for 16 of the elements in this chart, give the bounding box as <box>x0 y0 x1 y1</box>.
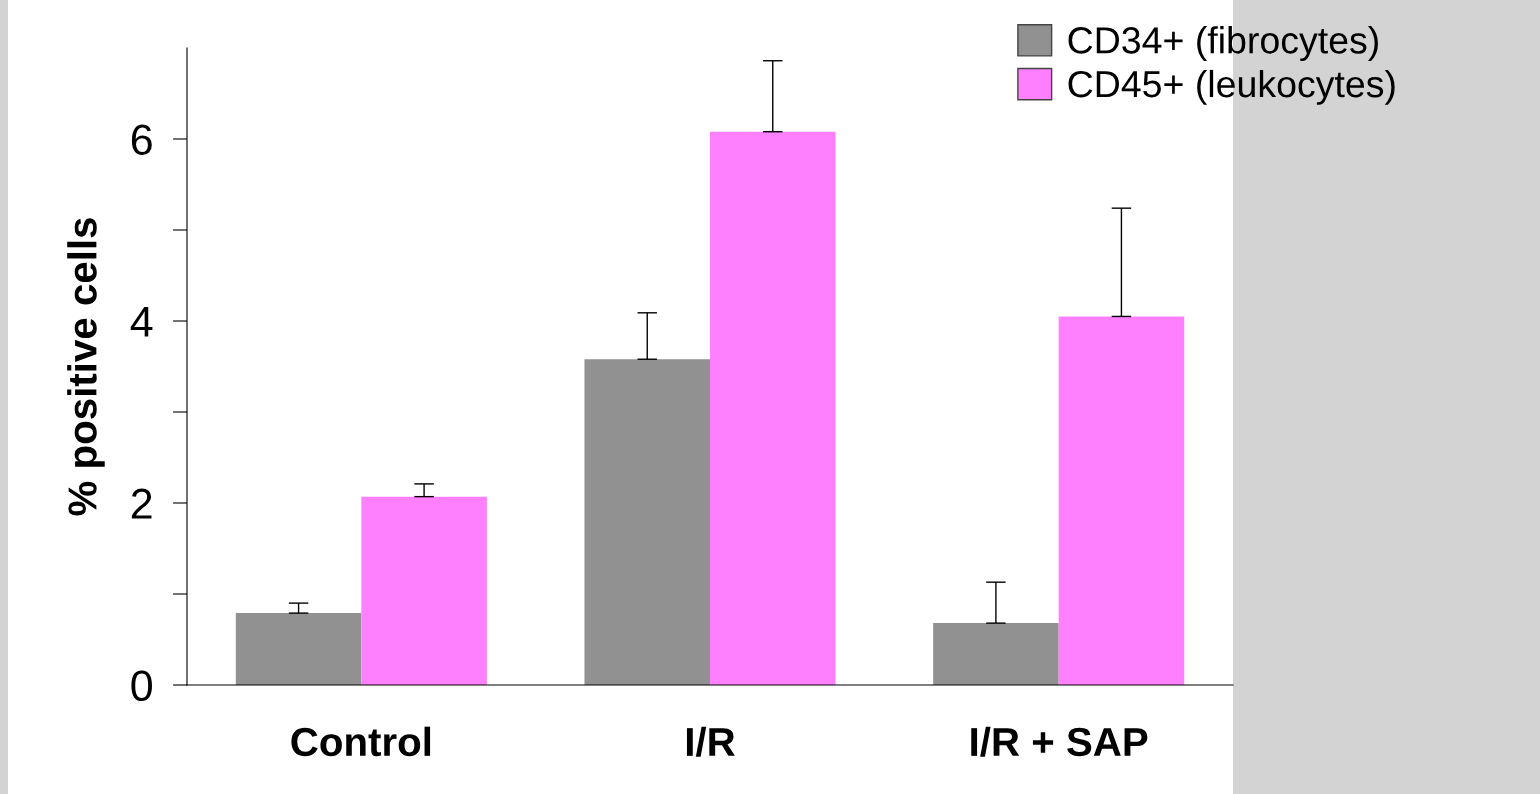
x-tick-label: Control <box>291 726 431 757</box>
x-tick-label: I/R <box>686 726 735 757</box>
y-tick-label: 2 <box>131 488 152 519</box>
legend-label: CD34+ (fibrocytes) <box>1068 26 1378 62</box>
y-tick-label: 4 <box>130 306 153 337</box>
bar <box>584 359 710 685</box>
bar <box>361 496 487 685</box>
y-axis-title: % positive cells <box>67 218 105 516</box>
y-tick-label: 0 <box>131 670 152 702</box>
x-tick-label: I/R + SAP <box>971 726 1148 757</box>
bar <box>235 613 362 685</box>
y-tick-label: 6 <box>131 124 152 156</box>
legend-label: CD45+ (leukocytes) <box>1068 69 1395 105</box>
bar <box>1058 316 1185 685</box>
bar <box>710 131 836 685</box>
bar <box>933 623 1059 685</box>
